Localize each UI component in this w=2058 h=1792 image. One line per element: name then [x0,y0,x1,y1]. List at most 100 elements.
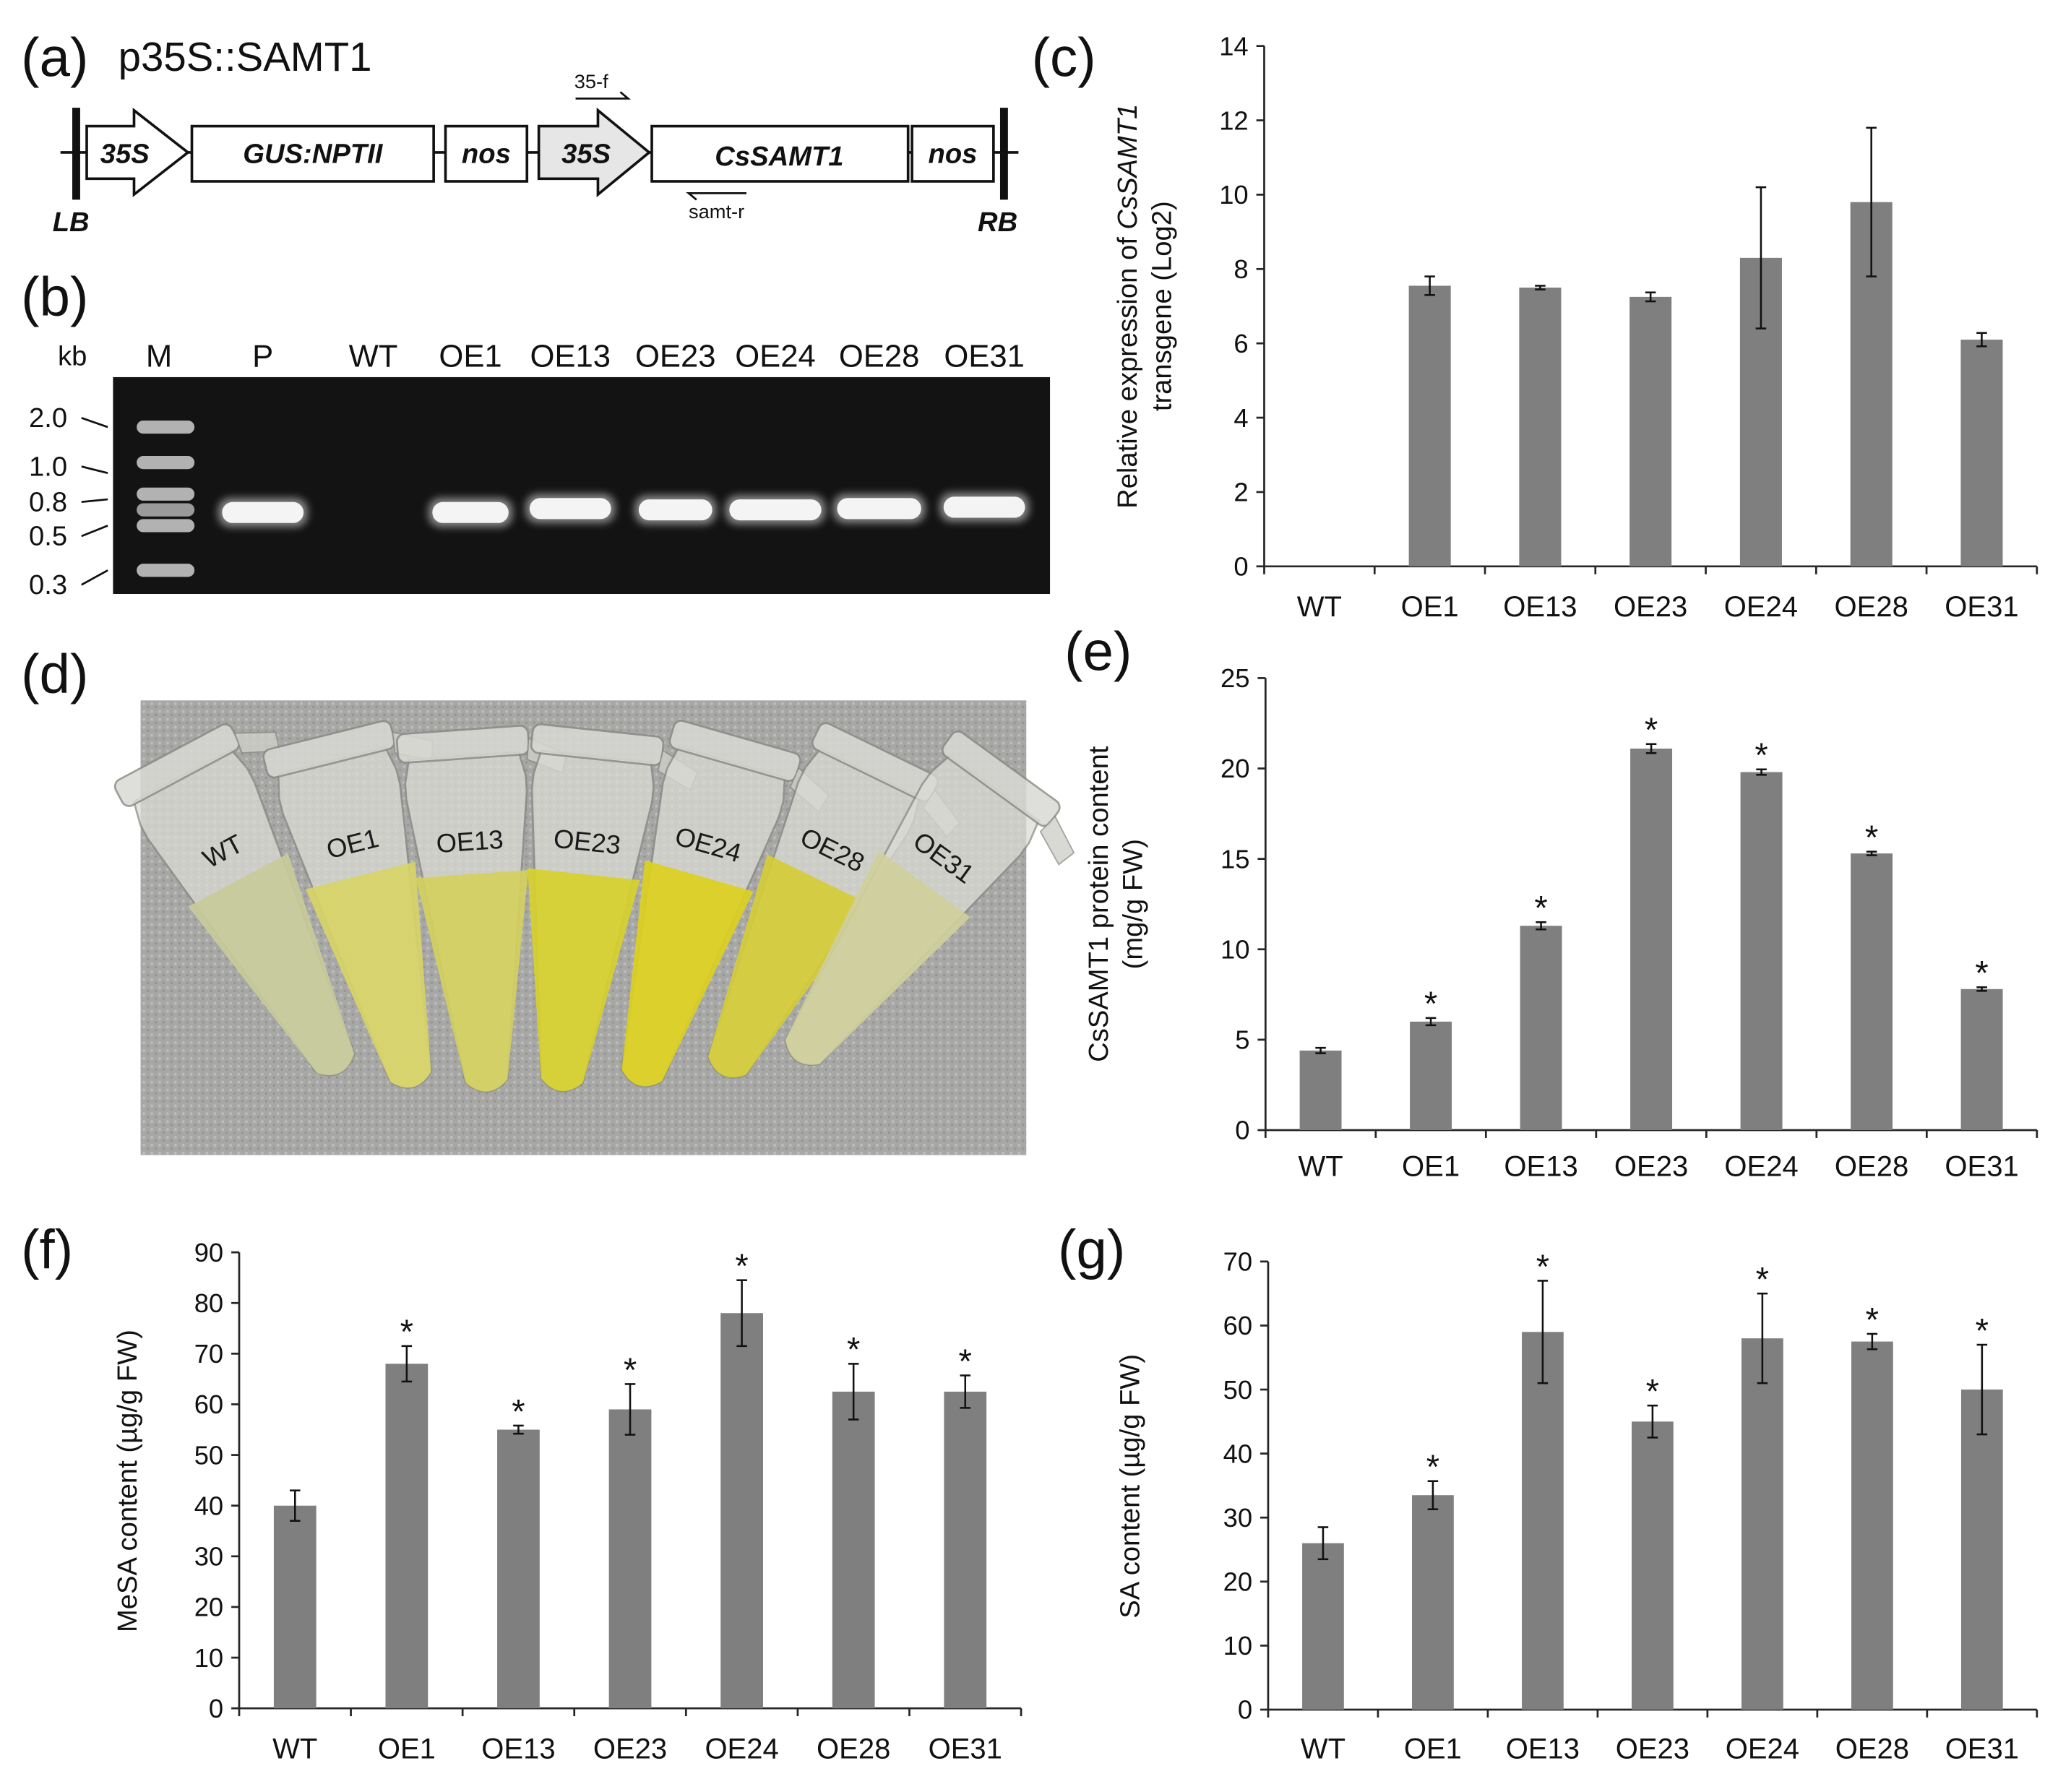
x-category-label: OE31 [1945,1151,2018,1183]
y-tick-label: 25 [1220,663,1249,693]
y-axis-label-line1: CsSAMT1 protein content [1083,746,1114,1062]
nos-terminator-box-1 [444,124,529,183]
bar [1851,1341,1893,1710]
nos-terminator-label-1: nos [462,139,511,170]
panel-label-a: (a) [21,27,88,88]
promoter-35s-arrow-1 [85,108,191,197]
construct-diagram: p35S::SAMT1 LB RB 35S GUS:NPTII nos 35S … [53,34,1019,238]
y-tick-label: 90 [194,1238,223,1267]
promoter-35s-label-2: 35S [561,139,611,170]
x-category-label: OE28 [817,1733,890,1765]
pcr-band [529,498,611,520]
cssamt1-box [650,124,910,183]
ladder-band [137,487,195,501]
x-category-label: OE23 [1614,591,1687,623]
y-tick-label: 40 [1223,1439,1252,1468]
significance-star: * [1534,889,1547,928]
x-category-label: OE1 [1402,1151,1460,1183]
y-tick-label: 0 [209,1694,223,1723]
x-category-label: OE31 [929,1733,1002,1765]
tubes-group: WT OE1 OE13 OE23 OE24 OE28 OE31 [113,720,1075,1093]
gel-lane-label: OE13 [530,338,611,374]
y-axis-label-line2: (mg/g FW) [1117,839,1148,969]
reverse-primer-label: samt-r [689,200,744,223]
y-tick-label: 0 [1238,1695,1252,1725]
y-tick-label: 70 [194,1339,223,1369]
y-axis-label: CsSAMT1 protein content (mg/g FW) [1083,746,1148,1062]
significance-star: * [512,1392,525,1431]
bar [1412,1495,1454,1710]
gel-lane-label: WT [349,338,398,374]
bar [1522,1332,1564,1710]
tube-liquid [306,861,431,1088]
bar [608,1409,652,1709]
significance-star: * [1975,955,1988,993]
significance-star: * [1976,1311,1989,1350]
tube-liquid [708,854,869,1078]
gel-marker-labels: 2.0 1.0 0.8 0.5 0.3 [29,402,108,600]
pcr-band [222,501,304,523]
x-category-label: WT [1298,1151,1343,1183]
x-category-label: OE24 [1724,1151,1798,1183]
significance-star: * [1536,1248,1549,1286]
bar [1632,1421,1674,1710]
y-tick-label: 10 [1223,1631,1252,1660]
x-category-label: OE23 [1616,1733,1689,1765]
y-tick-label: 15 [1220,844,1249,874]
forward-primer-label: 35-f [574,70,608,92]
tubes-photo: WT OE1 OE13 OE23 OE24 OE28 OE31 [113,700,1075,1155]
tube-cap-hinge [1039,815,1075,866]
chart-f-mesa: 0 10 20 30 40 50 60 70 80 90 WT * OE1 * OE13 * OE23 * OE24… [112,1238,1022,1765]
y-tick-label: 50 [1223,1375,1252,1405]
chart-g-sa: 0 10 20 30 40 50 60 70 WT * OE1 * OE13 * OE23 * OE24 * OE2… [1115,1247,2038,1765]
bar [1741,1338,1783,1710]
x-category-label: OE24 [705,1733,778,1765]
x-category-label: OE28 [1835,1151,1908,1183]
x-category-label: OE31 [1945,591,2018,623]
y-tick-label: 20 [1220,754,1249,783]
bar [832,1391,875,1709]
chart-c-expression: 0 2 4 6 8 10 12 14 WT OE1 OE13 OE23 OE24 OE28 OE31 Rela… [1112,31,2038,623]
gus-nptii-box [190,124,435,183]
y-tick-label: 8 [1233,254,1248,284]
bar [1960,1390,2003,1710]
y-tick-label: 20 [194,1593,223,1622]
y-tick-label: 10 [194,1643,223,1673]
gel-panel: kb M P WT OE1 OE13 OE23 OE24 OE28 OE31 2.0 1.0 0.8… [29,338,1051,600]
x-category-label: OE28 [1835,591,1908,623]
gel-image [113,376,1051,595]
y-axis-label: Relative expression of CsSAMT1transgene … [1112,104,1177,509]
x-category-label: OE23 [1614,1151,1688,1183]
promoter-35s-arrow-2 [537,107,652,197]
tube-liquid [621,860,754,1087]
marker-size-label: 0.3 [29,569,67,600]
bar [273,1505,317,1709]
panel-label-d: (d) [21,643,88,705]
tube: OE31 [784,730,1075,1067]
cssamt1-label: CsSAMT1 [715,141,843,172]
ladder-band [137,456,195,470]
gel-unit-label: kb [58,341,87,372]
nos-terminator-label-2: nos [929,139,978,170]
significance-star: * [847,1331,860,1369]
y-tick-label: 2 [1233,478,1248,507]
significance-star: * [1646,1373,1659,1411]
bar [1519,288,1562,567]
significance-star: * [624,1351,637,1390]
bar [1851,853,1893,1130]
y-tick-label: 10 [1219,180,1248,210]
panel-label-b: (b) [21,266,88,327]
x-category-label: OE24 [1726,1733,1799,1765]
gel-lane-label: OE1 [439,338,501,374]
marker-arrow [81,525,108,538]
marker-size-label: 2.0 [29,402,67,434]
y-axis-label: MeSA content (µg/g FW) [112,1330,143,1632]
pcr-band [729,499,822,521]
bar [1629,296,1672,567]
gel-lane-label: OE28 [839,338,920,374]
bar [1960,988,2003,1130]
tube-liquid [528,868,640,1092]
bar [1302,1543,1344,1710]
right-border-label: RB [978,207,1017,238]
tube-label: OE23 [552,824,622,860]
